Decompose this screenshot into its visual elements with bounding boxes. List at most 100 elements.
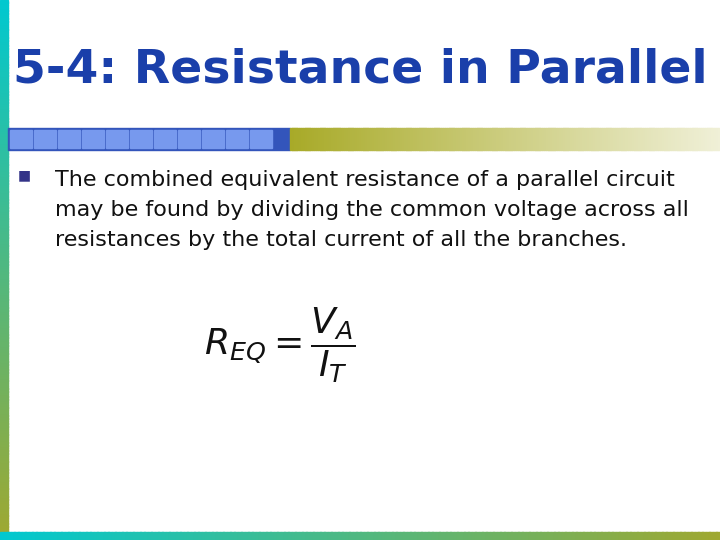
Bar bbox=[544, 532, 548, 540]
Bar bbox=[0, 537, 8, 540]
Bar bbox=[439, 532, 444, 540]
Bar bbox=[657, 128, 660, 150]
Bar bbox=[628, 128, 630, 150]
Bar bbox=[385, 532, 390, 540]
Bar bbox=[0, 531, 8, 535]
Bar bbox=[457, 532, 462, 540]
Bar bbox=[703, 128, 706, 150]
Bar bbox=[652, 532, 656, 540]
Bar bbox=[423, 128, 426, 150]
Bar bbox=[0, 137, 8, 140]
Bar bbox=[173, 532, 177, 540]
Bar bbox=[500, 128, 503, 150]
Bar bbox=[0, 40, 8, 43]
Bar bbox=[0, 251, 8, 254]
Bar bbox=[198, 532, 202, 540]
Bar bbox=[367, 128, 370, 150]
Bar bbox=[677, 128, 680, 150]
Bar bbox=[672, 128, 675, 150]
Bar bbox=[301, 128, 303, 150]
Bar bbox=[0, 161, 8, 165]
Bar bbox=[0, 107, 8, 111]
Bar bbox=[0, 342, 8, 346]
Bar bbox=[0, 413, 8, 416]
Bar bbox=[547, 532, 552, 540]
Bar bbox=[144, 532, 148, 540]
Bar bbox=[408, 128, 411, 150]
Bar bbox=[464, 128, 467, 150]
Bar bbox=[681, 128, 684, 150]
Bar bbox=[227, 532, 231, 540]
Bar bbox=[130, 130, 152, 148]
Bar bbox=[184, 532, 188, 540]
Bar bbox=[643, 128, 645, 150]
Bar bbox=[0, 245, 8, 248]
Bar bbox=[292, 532, 296, 540]
Bar bbox=[554, 532, 559, 540]
Bar bbox=[528, 128, 531, 150]
Bar bbox=[0, 145, 8, 149]
Bar bbox=[636, 128, 639, 150]
Bar bbox=[0, 440, 8, 443]
Bar bbox=[536, 532, 541, 540]
Bar bbox=[133, 532, 138, 540]
Bar bbox=[0, 483, 8, 486]
Bar bbox=[454, 128, 456, 150]
Bar bbox=[0, 53, 8, 57]
Bar bbox=[472, 532, 476, 540]
Bar bbox=[562, 532, 566, 540]
Bar bbox=[0, 504, 8, 508]
Bar bbox=[0, 191, 8, 194]
Bar bbox=[0, 159, 8, 162]
Bar bbox=[106, 130, 128, 148]
Bar bbox=[473, 128, 475, 150]
Bar bbox=[140, 532, 145, 540]
Bar bbox=[32, 532, 37, 540]
Bar bbox=[475, 532, 480, 540]
Bar bbox=[335, 532, 339, 540]
Bar bbox=[716, 532, 720, 540]
Bar bbox=[0, 242, 8, 246]
Bar bbox=[0, 388, 8, 392]
Bar bbox=[360, 532, 364, 540]
Bar bbox=[649, 128, 652, 150]
Bar bbox=[0, 305, 8, 308]
Bar bbox=[496, 128, 499, 150]
Bar bbox=[464, 532, 469, 540]
Text: $R_{EQ} = \dfrac{V_A}{I_T}$: $R_{EQ} = \dfrac{V_A}{I_T}$ bbox=[204, 305, 356, 384]
Bar bbox=[415, 128, 418, 150]
Bar bbox=[97, 532, 102, 540]
Bar bbox=[14, 532, 19, 540]
Bar bbox=[0, 105, 8, 108]
Bar bbox=[503, 128, 505, 150]
Bar bbox=[533, 128, 536, 150]
Bar bbox=[604, 128, 606, 150]
Bar bbox=[559, 128, 562, 150]
Bar bbox=[436, 128, 439, 150]
Bar bbox=[574, 128, 577, 150]
Bar bbox=[660, 128, 662, 150]
Bar bbox=[0, 269, 8, 273]
Bar bbox=[0, 229, 8, 232]
Bar bbox=[557, 128, 559, 150]
Bar bbox=[0, 143, 8, 146]
Bar bbox=[410, 532, 415, 540]
Bar bbox=[709, 128, 712, 150]
Bar bbox=[0, 237, 8, 240]
Bar bbox=[0, 59, 8, 62]
Bar bbox=[18, 532, 22, 540]
Bar bbox=[0, 221, 8, 224]
Bar bbox=[0, 523, 8, 526]
Bar bbox=[587, 532, 591, 540]
Bar bbox=[482, 532, 487, 540]
Bar bbox=[580, 532, 584, 540]
Bar bbox=[0, 410, 8, 413]
Bar bbox=[479, 532, 483, 540]
Bar bbox=[47, 532, 51, 540]
Bar bbox=[0, 291, 8, 294]
Bar bbox=[450, 532, 454, 540]
Text: resistances by the total current of all the branches.: resistances by the total current of all … bbox=[55, 230, 627, 250]
Bar bbox=[299, 128, 301, 150]
Bar bbox=[511, 532, 516, 540]
Bar bbox=[0, 448, 8, 451]
